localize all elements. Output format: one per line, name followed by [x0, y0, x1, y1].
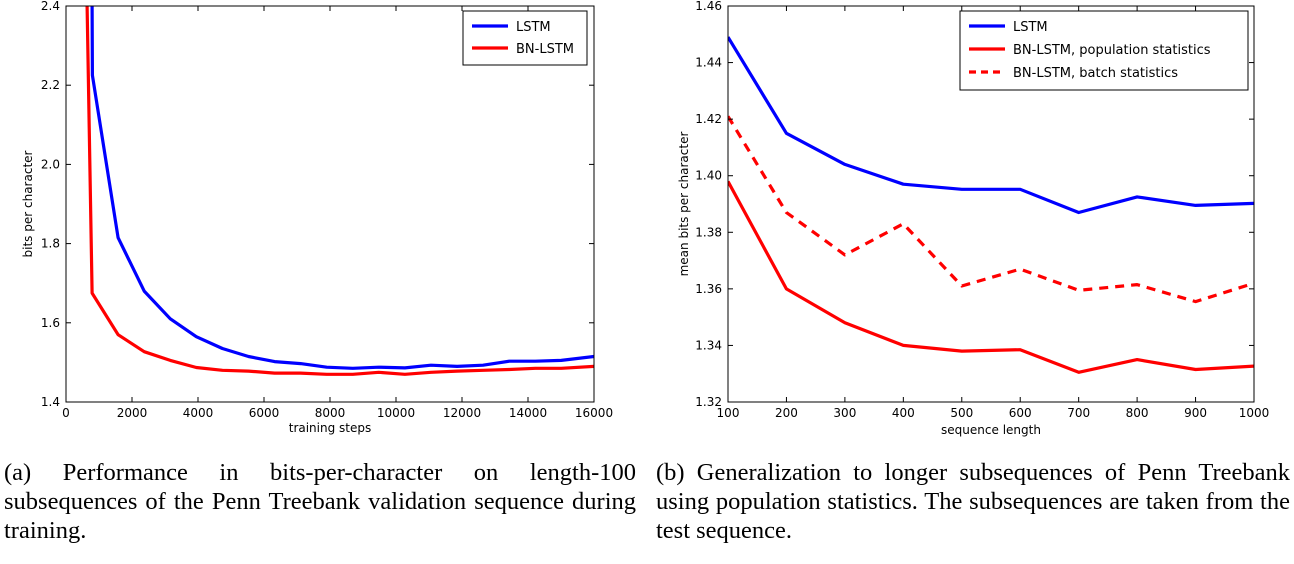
legend-label: BN-LSTM, population statistics — [1013, 43, 1211, 58]
x-tick-label: 200 — [775, 406, 798, 420]
series-group — [85, 6, 594, 376]
x-tick-label: 0 — [62, 406, 70, 420]
x-tick-label: 1000 — [1239, 406, 1270, 420]
y-axis-label: mean bits per character — [677, 132, 691, 277]
x-tick-label: 100 — [717, 406, 740, 420]
series-line-lstm — [728, 36, 1254, 215]
series-line-bn-lstm-batch-statistics — [728, 115, 1254, 304]
x-tick-label: 2000 — [117, 406, 148, 420]
x-tick-label: 10000 — [377, 406, 415, 420]
x-tick-label: 300 — [833, 406, 856, 420]
series-line-bn-lstm-population-statistics — [728, 180, 1254, 374]
series-line-bn-lstm — [85, 6, 594, 376]
x-tick-label: 800 — [1126, 406, 1149, 420]
y-tick-label: 1.6 — [41, 316, 60, 330]
y-tick-label: 1.44 — [695, 56, 722, 70]
x-tick-label: 14000 — [509, 406, 547, 420]
y-tick-label: 1.8 — [41, 237, 60, 251]
series-line-lstm — [90, 6, 594, 370]
x-tick-label: 8000 — [315, 406, 346, 420]
y-tick-label: 2.2 — [41, 78, 60, 92]
y-tick-label: 2.0 — [41, 157, 60, 171]
y-tick-label: 1.46 — [695, 0, 722, 13]
legend-label: LSTM — [516, 20, 551, 35]
y-tick-label: 1.32 — [695, 395, 722, 409]
y-tick-label: 1.34 — [695, 338, 722, 352]
caption-b: (b) Generalization to longer subsequence… — [656, 459, 1290, 544]
x-tick-label: 12000 — [443, 406, 481, 420]
x-axis-label: training steps — [289, 421, 372, 435]
legend-box — [462, 10, 588, 66]
x-tick-label: 16000 — [575, 406, 613, 420]
x-tick-label: 400 — [892, 406, 915, 420]
x-tick-label: 4000 — [183, 406, 214, 420]
chart-a: 0 2000 4000 6000 8000 10000 12000 14000 16000 1.4… — [21, 0, 613, 435]
y-tick-label: 1.4 — [41, 395, 60, 409]
x-tick-label: 900 — [1184, 406, 1207, 420]
x-tick-label: 500 — [950, 406, 973, 420]
y-tick-label: 1.40 — [695, 169, 722, 183]
y-tick-label: 2.4 — [41, 0, 60, 13]
y-tick-label: 1.42 — [695, 112, 722, 126]
x-tick-label: 6000 — [249, 406, 280, 420]
legend-box — [959, 10, 1249, 91]
legend-label: LSTM — [1013, 20, 1048, 35]
caption-a: (a) Performance in bits-per-character on… — [4, 459, 636, 544]
series-group — [728, 36, 1254, 374]
y-axis-label: bits per character — [21, 150, 35, 257]
x-tick-label: 600 — [1009, 406, 1032, 420]
x-tick-label: 700 — [1067, 406, 1090, 420]
plot-frame — [727, 5, 1255, 403]
y-tick-label: 1.36 — [695, 282, 722, 296]
legend-label: BN-LSTM, batch statistics — [1013, 66, 1178, 81]
x-axis-label: sequence length — [941, 423, 1041, 437]
chart-b: 100 200 300 400 500 600 700 800 900 1000 1.32 1.34 1… — [677, 0, 1270, 437]
y-tick-label: 1.38 — [695, 225, 722, 239]
legend-label: BN-LSTM — [516, 42, 574, 57]
